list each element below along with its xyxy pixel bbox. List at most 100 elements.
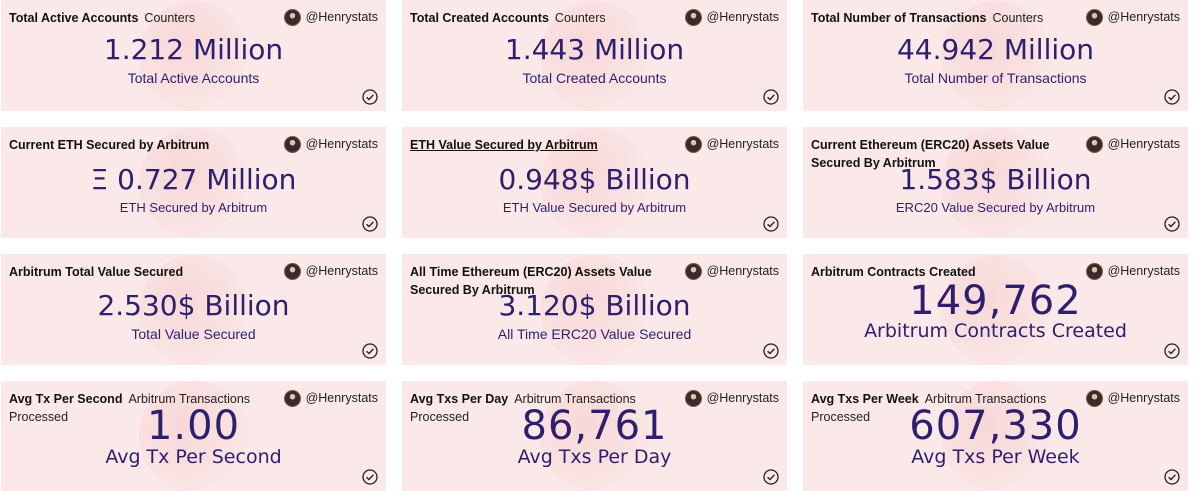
watermark-logo: [138, 127, 249, 238]
watermark-logo: [940, 127, 1051, 238]
card-header: Total Created Accounts Counters: [410, 9, 669, 27]
avatar-icon: [283, 262, 301, 280]
card-label: ETH Secured by Arbitrum: [119, 200, 268, 215]
card-total-created-accounts[interactable]: Total Created Accounts Counters @Henrysta…: [402, 0, 787, 111]
card-value: 86,761: [521, 403, 668, 449]
card-all-time-erc20-secured[interactable]: All Time Ethereum (ERC20) Assets Value S…: [402, 254, 787, 365]
card-current-eth-secured[interactable]: Current ETH Secured by Arbitrum @Henryst…: [1, 127, 386, 238]
watermark-logo: [138, 0, 249, 111]
card-avg-txs-per-day[interactable]: Avg Txs Per Day Arbitrum Transactions Pro…: [402, 381, 787, 491]
avatar-icon: [1085, 8, 1103, 26]
watermark-logo: [539, 381, 650, 491]
avatar-icon: [1085, 262, 1103, 280]
card-total-value-secured[interactable]: Arbitrum Total Value Secured @Henrystats…: [1, 254, 386, 365]
card-header: ETH Value Secured by Arbitrum: [410, 136, 669, 154]
card-header: Current Ethereum (ERC20) Assets Value Se…: [811, 136, 1070, 172]
author[interactable]: @Henrystats: [283, 8, 378, 26]
check-circle-icon[interactable]: [763, 89, 779, 105]
card-value: Ξ 0.727 Million: [90, 163, 297, 196]
author[interactable]: @Henrystats: [283, 389, 378, 407]
watermark-logo: [940, 0, 1051, 111]
watermark-logo: [940, 254, 1051, 365]
card-eth-value-secured[interactable]: ETH Value Secured by Arbitrum @Henrystat…: [402, 127, 787, 238]
author[interactable]: @Henrystats: [684, 8, 779, 26]
author-name: @Henrystats: [706, 264, 779, 278]
author[interactable]: @Henrystats: [684, 262, 779, 280]
check-circle-icon[interactable]: [763, 343, 779, 359]
card-label: Total Created Accounts: [522, 70, 667, 86]
card-label: Avg Txs Per Day: [517, 446, 672, 468]
author[interactable]: @Henrystats: [283, 262, 378, 280]
author[interactable]: @Henrystats: [684, 135, 779, 153]
card-value: 1.00: [146, 403, 241, 449]
card-avg-tx-per-second[interactable]: Avg Tx Per Second Arbitrum Transactions P…: [1, 381, 386, 491]
author-name: @Henrystats: [305, 137, 378, 151]
watermark-logo: [539, 254, 650, 365]
author-name: @Henrystats: [706, 10, 779, 24]
check-circle-icon[interactable]: [1164, 216, 1180, 232]
check-circle-icon[interactable]: [362, 469, 378, 485]
check-circle-icon[interactable]: [1164, 343, 1180, 359]
card-header: Avg Txs Per Day Arbitrum Transactions Pro…: [410, 390, 669, 426]
author-name: @Henrystats: [305, 391, 378, 405]
author-name: @Henrystats: [1107, 391, 1180, 405]
check-circle-icon[interactable]: [763, 469, 779, 485]
avatar-icon: [684, 8, 702, 26]
author[interactable]: @Henrystats: [1085, 262, 1180, 280]
card-header: Avg Txs Per Week Arbitrum Transactions Pr…: [811, 390, 1070, 426]
card-total-transactions[interactable]: Total Number of Transactions Counters @He…: [803, 0, 1188, 111]
card-value: 0.948$ Billion: [498, 163, 691, 196]
card-title: Arbitrum Contracts Created: [811, 265, 976, 279]
card-title: Total Active Accounts: [9, 11, 139, 25]
card-avg-txs-per-week[interactable]: Avg Txs Per Week Arbitrum Transactions Pr…: [803, 381, 1188, 491]
author[interactable]: @Henrystats: [1085, 135, 1180, 153]
author-name: @Henrystats: [1107, 264, 1180, 278]
avatar-icon: [283, 389, 301, 407]
card-label: Arbitrum Contracts Created: [864, 320, 1127, 342]
check-circle-icon[interactable]: [1164, 469, 1180, 485]
card-value: 44.942 Million: [896, 33, 1095, 66]
card-contracts-created[interactable]: Arbitrum Contracts Created @Henrystats 1…: [803, 254, 1188, 365]
check-circle-icon[interactable]: [362, 343, 378, 359]
check-circle-icon[interactable]: [763, 216, 779, 232]
card-value: 3.120$ Billion: [498, 289, 691, 322]
avatar-icon: [283, 135, 301, 153]
card-value: 1.212 Million: [103, 33, 284, 66]
card-header: All Time Ethereum (ERC20) Assets Value S…: [410, 263, 669, 299]
author-name: @Henrystats: [305, 10, 378, 24]
card-title: Current Ethereum (ERC20) Assets Value Se…: [811, 138, 1050, 170]
author[interactable]: @Henrystats: [283, 135, 378, 153]
card-title: All Time Ethereum (ERC20) Assets Value S…: [410, 265, 652, 297]
card-label: ERC20 Value Secured by Arbitrum: [895, 200, 1096, 215]
author[interactable]: @Henrystats: [684, 389, 779, 407]
card-title-link[interactable]: ETH Value Secured by Arbitrum: [410, 138, 598, 152]
card-title: Avg Txs Per Week: [811, 392, 919, 406]
card-subtitle: Counters: [554, 11, 606, 25]
card-value: 149,762: [909, 278, 1082, 324]
avatar-icon: [684, 262, 702, 280]
card-header: Arbitrum Total Value Secured: [9, 263, 268, 281]
author-name: @Henrystats: [1107, 137, 1180, 151]
avatar-icon: [1085, 135, 1103, 153]
card-label: Total Value Secured: [131, 326, 256, 342]
author[interactable]: @Henrystats: [1085, 8, 1180, 26]
check-circle-icon[interactable]: [362, 89, 378, 105]
card-value: 1.583$ Billion: [899, 163, 1092, 196]
card-header: Total Number of Transactions Counters: [811, 9, 1070, 27]
card-title: Total Number of Transactions: [811, 11, 987, 25]
card-total-active-accounts[interactable]: Total Active Accounts Counters @Henrystat…: [1, 0, 386, 111]
card-title: Total Created Accounts: [410, 11, 549, 25]
check-circle-icon[interactable]: [1164, 89, 1180, 105]
card-subtitle: Arbitrum Transactions Processed: [811, 392, 1047, 424]
card-subtitle: Arbitrum Transactions Processed: [410, 392, 636, 424]
author[interactable]: @Henrystats: [1085, 389, 1180, 407]
card-label: Total Number of Transactions: [904, 70, 1087, 86]
card-label: Avg Txs Per Week: [911, 446, 1080, 468]
avatar-icon: [1085, 389, 1103, 407]
check-circle-icon[interactable]: [362, 216, 378, 232]
card-erc20-value-secured[interactable]: Current Ethereum (ERC20) Assets Value Se…: [803, 127, 1188, 238]
author-name: @Henrystats: [706, 391, 779, 405]
card-title: Avg Txs Per Day: [410, 392, 509, 406]
card-subtitle: Counters: [144, 11, 196, 25]
